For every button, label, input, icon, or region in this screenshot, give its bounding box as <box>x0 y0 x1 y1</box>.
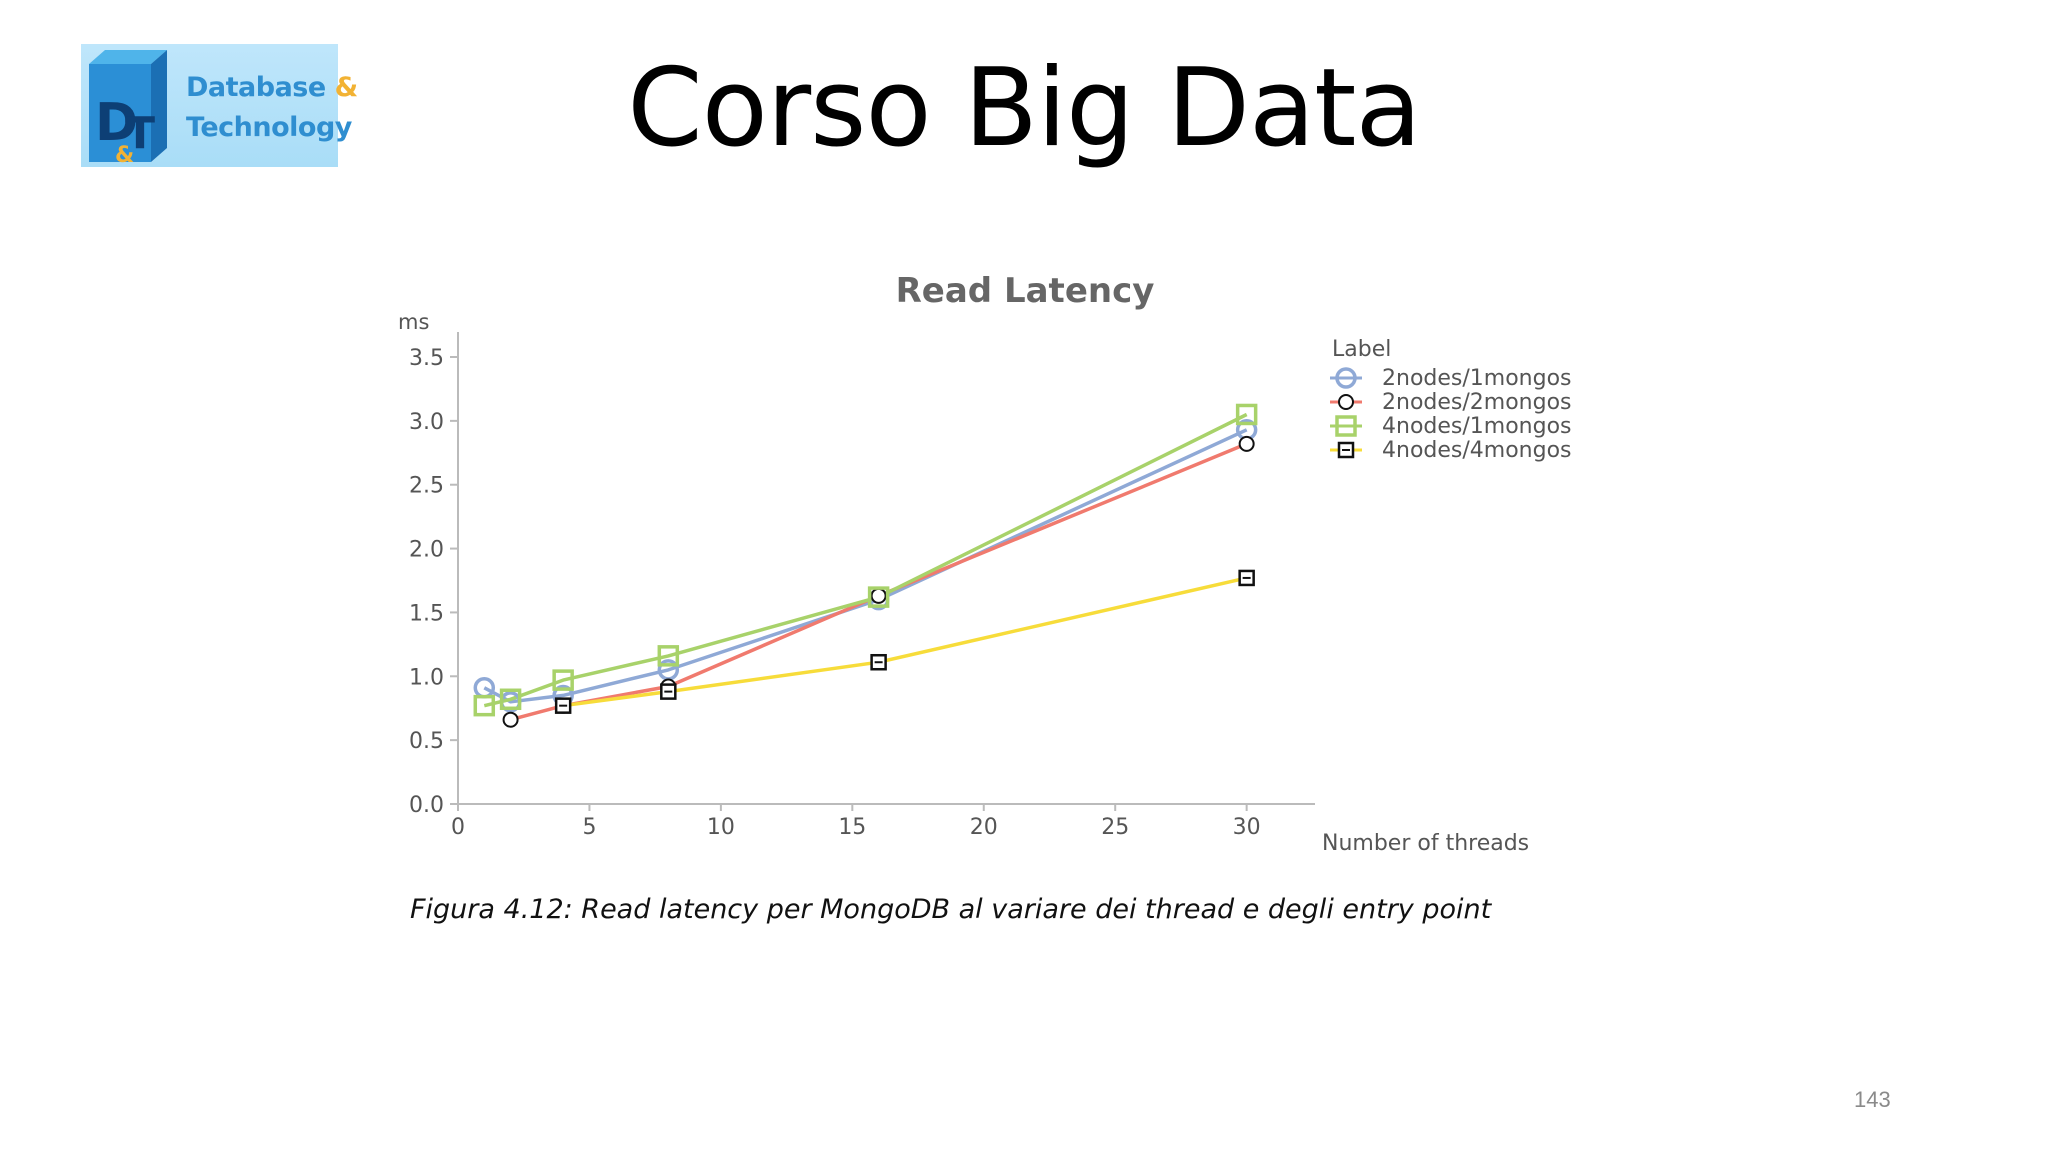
x-axis-label: Number of threads <box>1322 831 1529 856</box>
y-tick-label: 0.0 <box>409 793 444 818</box>
x-tick-label: 30 <box>1233 815 1261 840</box>
y-tick-label: 1.0 <box>409 665 444 690</box>
cube-logo-icon: D T & <box>89 50 167 167</box>
legend-label: 4nodes/4mongos <box>1382 438 1572 463</box>
y-tick-label: 3.5 <box>409 346 444 371</box>
slide-title: Corso Big Data <box>627 46 1421 171</box>
x-tick-label: 0 <box>451 815 465 840</box>
x-tick-label: 25 <box>1101 815 1129 840</box>
series-line-1 <box>510 442 1248 722</box>
series-1-point <box>502 711 519 728</box>
series-2-point <box>657 645 680 667</box>
logo-text-line2: Technology <box>186 112 352 143</box>
x-tick-label: 5 <box>582 815 596 840</box>
y-tick-label: 2.5 <box>409 474 444 499</box>
series-1-point <box>1238 435 1255 452</box>
series-2-point <box>499 688 522 711</box>
page-number: 143 <box>1854 1087 1891 1112</box>
series-0-point <box>473 677 496 699</box>
logo-text-line1: Database & <box>186 72 358 103</box>
y-tick-label: 1.5 <box>409 601 444 626</box>
svg-text:T: T <box>125 108 155 159</box>
series-2-point <box>1235 403 1258 426</box>
y-tick-label: 0.5 <box>409 729 444 754</box>
legend-label: 4nodes/1mongos <box>1382 414 1572 439</box>
series-2-point <box>867 586 890 608</box>
series-2-point <box>552 669 574 691</box>
logo-mark: D <box>95 93 138 153</box>
series-line-2 <box>483 412 1248 708</box>
legend-label: 2nodes/1mongos <box>1382 366 1572 391</box>
x-tick-label: 15 <box>838 815 866 840</box>
y-tick-label: 3.0 <box>409 410 444 435</box>
series-1-point <box>870 587 887 604</box>
series-2-point <box>473 694 496 717</box>
x-tick-label: 10 <box>707 815 735 840</box>
figure-caption: Figura 4.12: Read latency per MongoDB al… <box>410 894 1492 925</box>
y-axis-label: ms <box>398 310 429 334</box>
series-line-3 <box>562 576 1248 708</box>
legend-marker <box>1335 415 1357 437</box>
legend-title: Label <box>1332 337 1391 362</box>
y-tick-label: 2.0 <box>409 538 444 563</box>
x-tick-label: 20 <box>970 815 998 840</box>
logo: D T & Database & Technology <box>81 44 358 167</box>
legend-marker <box>1335 367 1357 389</box>
legend-label: 2nodes/2mongos <box>1382 390 1572 415</box>
svg-text:&: & <box>115 143 134 167</box>
legend-marker <box>1338 394 1354 410</box>
chart-title: Read Latency <box>896 271 1155 311</box>
